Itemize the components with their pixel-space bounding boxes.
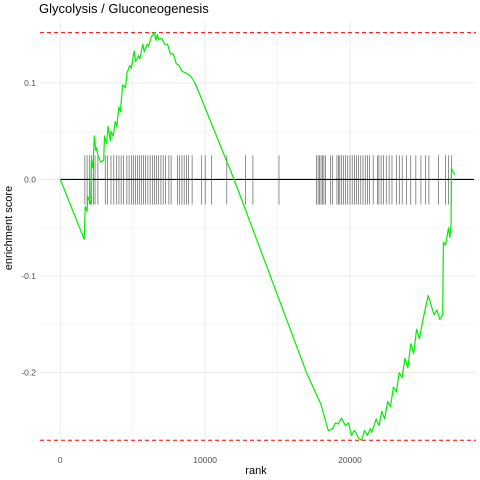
x-axis-title: rank [245,465,267,477]
x-tick-label: 0 [58,455,63,465]
x-axis-ticks: 0 10000 20000 [58,455,362,465]
y-tick-label: 0.0 [24,174,36,184]
grid [40,22,476,448]
y-tick-label: 0.1 [24,78,36,88]
x-tick-label: 20000 [338,455,362,465]
x-tick-label: 10000 [193,455,217,465]
enrichment-score-line [59,31,456,441]
y-axis-ticks: -0.2 -0.1 0.0 0.1 [21,78,36,378]
y-tick-label: -0.2 [21,368,36,378]
y-tick-label: -0.1 [21,271,36,281]
y-axis-title: enrichment score [3,186,15,270]
chart-title: Glycolysis / Gluconeogenesis [39,1,209,16]
plot-area [40,22,476,448]
